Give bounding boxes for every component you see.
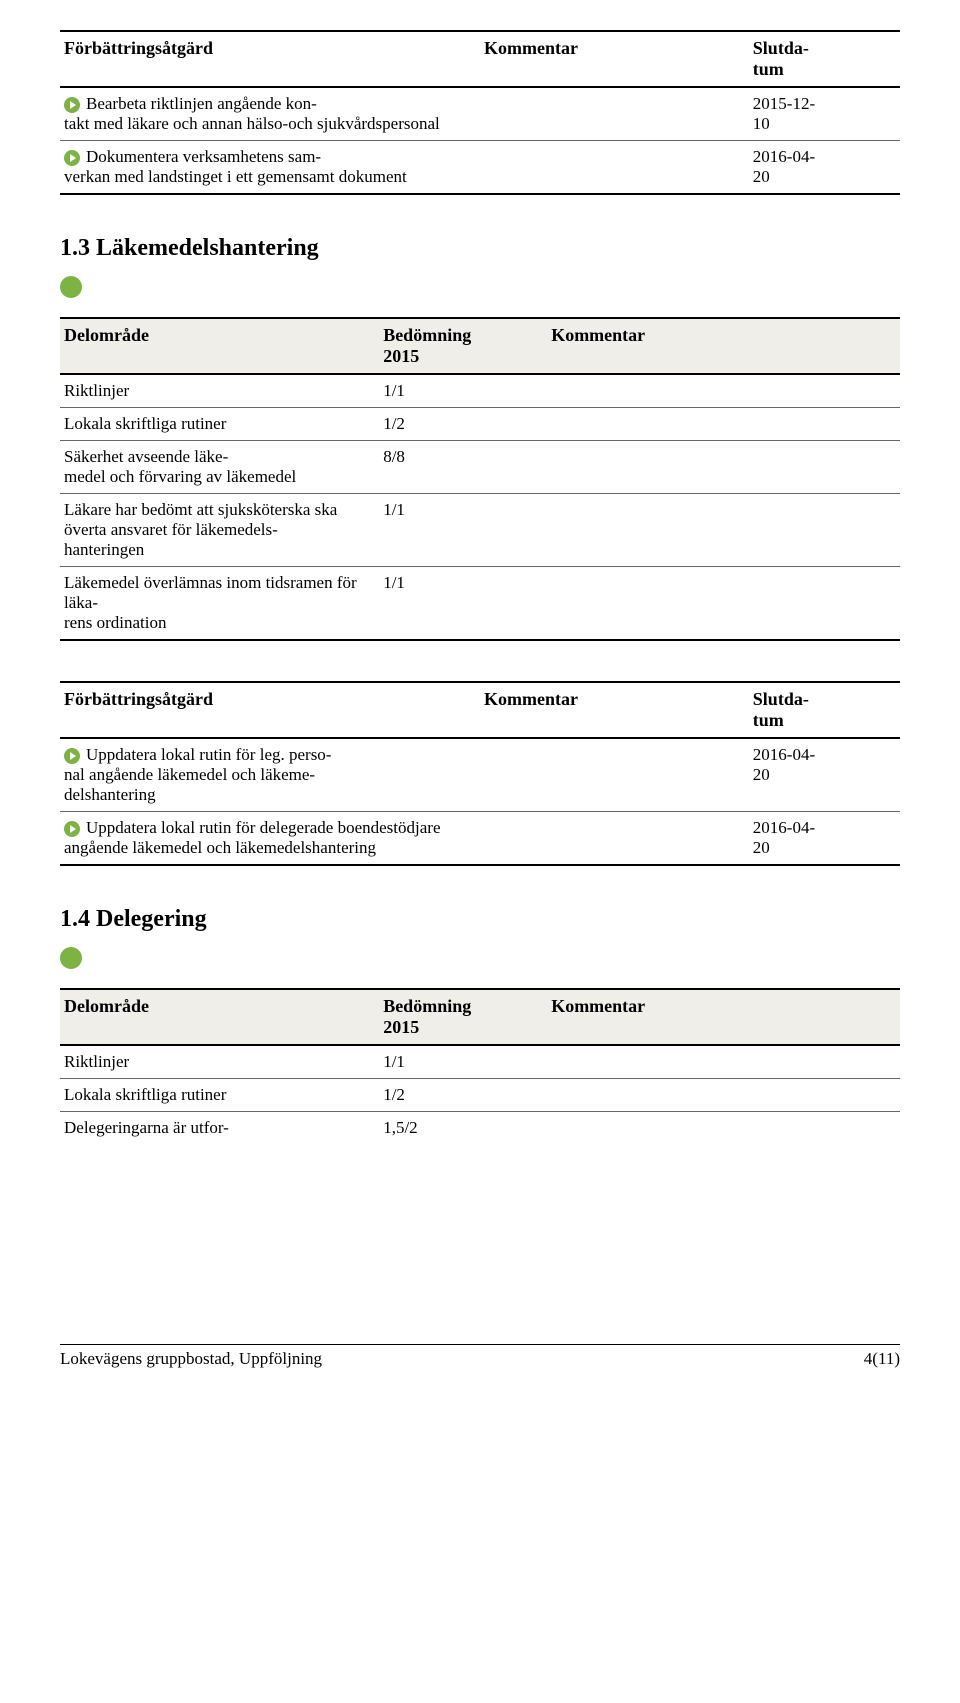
area-text: Lokala skriftliga rutiner (60, 408, 379, 441)
value-text: 1/1 (379, 374, 547, 408)
value-text: 1/1 (379, 494, 547, 567)
area-text: Riktlinjer (60, 1045, 379, 1079)
value-text: 1,5/2 (379, 1112, 547, 1145)
col-enddate: Slutda- tum (749, 31, 900, 87)
col-enddate: Slutda- tum (749, 682, 900, 738)
actions-table-2: Förbättringsåtgärd Kommentar Slutda- tum… (60, 681, 900, 866)
assessment-table-13: Delområde Bedömning 2015 Kommentar Riktl… (60, 317, 900, 641)
value-text: 1/2 (379, 408, 547, 441)
bullet-play-icon (64, 97, 80, 113)
col-comment: Kommentar (547, 318, 900, 374)
area-text: Riktlinjer (60, 374, 379, 408)
col-action: Förbättringsåtgärd (60, 682, 480, 738)
table-row: Läkemedel överlämnas inom tidsramen för … (60, 567, 900, 641)
value-text: 8/8 (379, 441, 547, 494)
action-text: Uppdatera lokal rutin för delegerade boe… (64, 818, 441, 857)
action-text: Bearbeta riktlinjen angående kon- takt m… (64, 94, 440, 133)
bullet-play-icon (64, 748, 80, 764)
actions-table-1: Förbättringsåtgärd Kommentar Slutda- tum… (60, 30, 900, 195)
assessment-table-14: Delområde Bedömning 2015 Kommentar Riktl… (60, 988, 900, 1144)
area-text: Säkerhet avseende läke- medel och förvar… (60, 441, 379, 494)
table-row: Bearbeta riktlinjen angående kon- takt m… (60, 87, 900, 141)
section-heading-14: 1.4 Delegering (60, 906, 900, 933)
action-text: Dokumentera verksamhetens sam- verkan me… (64, 147, 407, 186)
table-row: Delegeringarna är utfor- 1,5/2 (60, 1112, 900, 1145)
table-row: Riktlinjer 1/1 (60, 374, 900, 408)
col-comment: Kommentar (480, 31, 749, 87)
col-assessment: Bedömning 2015 (379, 318, 547, 374)
status-dot-icon (60, 276, 82, 298)
status-dot-icon (60, 947, 82, 969)
section-heading-13: 1.3 Läkemedelshantering (60, 235, 900, 262)
col-action: Förbättringsåtgärd (60, 31, 480, 87)
area-text: Lokala skriftliga rutiner (60, 1079, 379, 1112)
table-row: Säkerhet avseende läke- medel och förvar… (60, 441, 900, 494)
bullet-play-icon (64, 150, 80, 166)
date-text: 2016-04- 20 (749, 812, 900, 866)
action-text: Uppdatera lokal rutin för leg. perso- na… (64, 745, 331, 804)
value-text: 1/1 (379, 567, 547, 641)
area-text: Läkemedel överlämnas inom tidsramen för … (60, 567, 379, 641)
table-row: Läkare har bedömt att sjuksköterska ska … (60, 494, 900, 567)
area-text: Läkare har bedömt att sjuksköterska ska … (60, 494, 379, 567)
table-row: Lokala skriftliga rutiner 1/2 (60, 1079, 900, 1112)
bullet-play-icon (64, 821, 80, 837)
col-assessment: Bedömning 2015 (379, 989, 547, 1045)
date-text: 2016-04- 20 (749, 738, 900, 812)
col-area: Delområde (60, 989, 379, 1045)
table-row: Dokumentera verksamhetens sam- verkan me… (60, 141, 900, 195)
value-text: 1/2 (379, 1079, 547, 1112)
table-row: Uppdatera lokal rutin för leg. perso- na… (60, 738, 900, 812)
table-row: Lokala skriftliga rutiner 1/2 (60, 408, 900, 441)
footer-title: Lokevägens gruppbostad, Uppföljning (60, 1349, 322, 1369)
col-comment: Kommentar (547, 989, 900, 1045)
page-footer: Lokevägens gruppbostad, Uppföljning 4(11… (60, 1344, 900, 1369)
col-area: Delområde (60, 318, 379, 374)
area-text: Delegeringarna är utfor- (60, 1112, 379, 1145)
value-text: 1/1 (379, 1045, 547, 1079)
date-text: 2016-04- 20 (749, 141, 900, 195)
col-comment: Kommentar (480, 682, 749, 738)
date-text: 2015-12- 10 (749, 87, 900, 141)
table-row: Uppdatera lokal rutin för delegerade boe… (60, 812, 900, 866)
footer-page: 4(11) (864, 1349, 900, 1369)
table-row: Riktlinjer 1/1 (60, 1045, 900, 1079)
